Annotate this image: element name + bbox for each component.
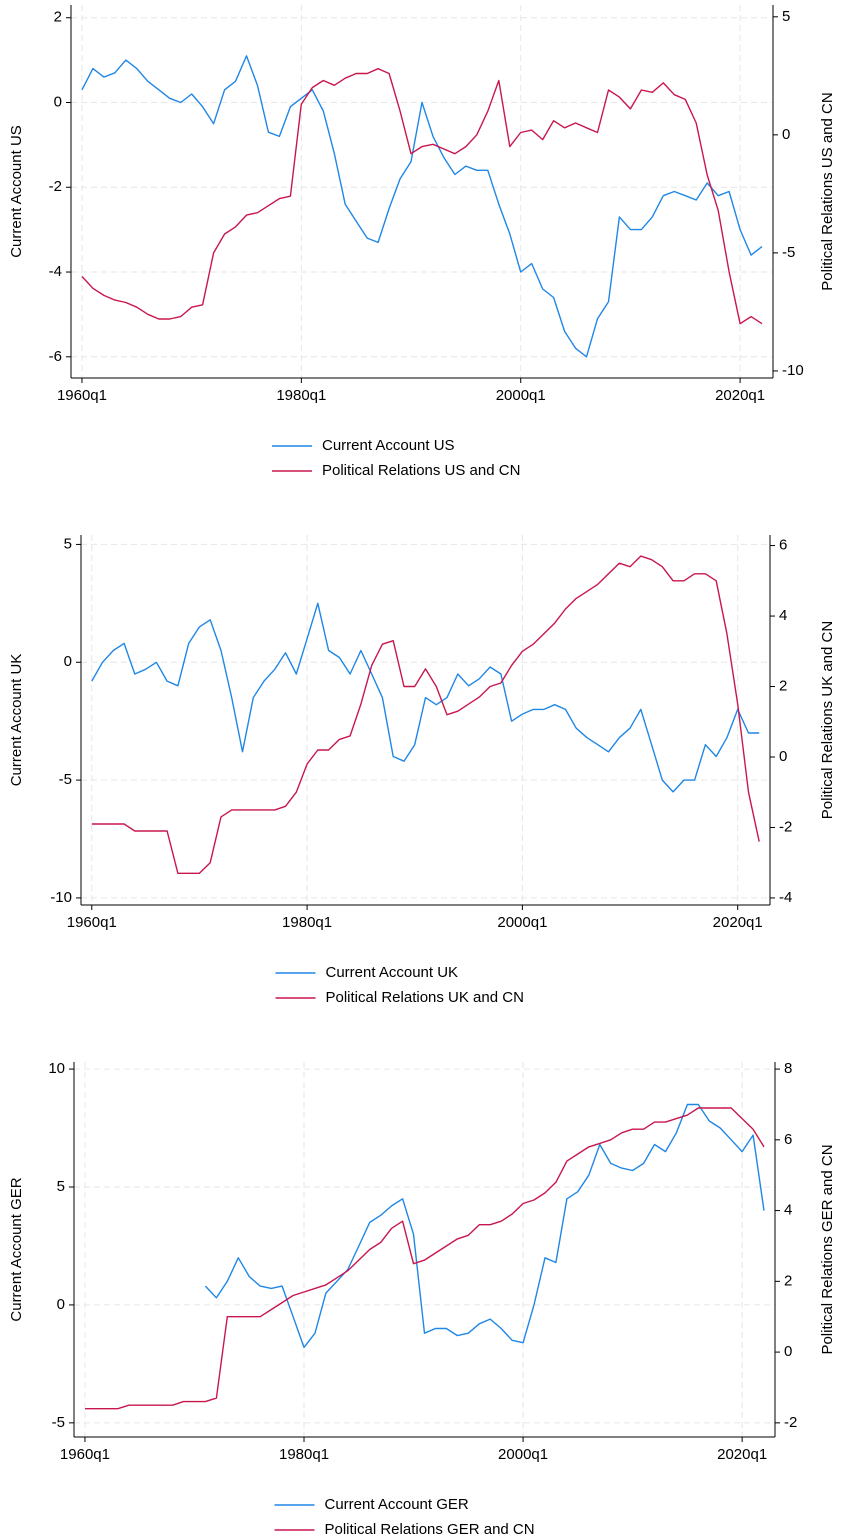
y2-axis-label: Political Relations GER and CN — [819, 1144, 836, 1354]
x-tick-label: 2020q1 — [715, 387, 765, 404]
y-tick-label: 0 — [64, 653, 72, 670]
y2-tick-label: 0 — [784, 1343, 792, 1360]
y-axis-label: Current Account GER — [8, 1177, 25, 1321]
x-tick-label: 1980q1 — [276, 387, 326, 404]
y-tick-label: 10 — [48, 1060, 65, 1077]
y2-tick-label: 4 — [779, 607, 787, 624]
y2-tick-label: 8 — [784, 1060, 792, 1077]
legend-label: Current Account UK — [326, 964, 459, 981]
y2-tick-label: 0 — [779, 748, 787, 765]
data-line — [85, 1107, 765, 1410]
y2-tick-label: 2 — [779, 677, 787, 694]
legend-label: Political Relations GER and CN — [325, 1521, 535, 1536]
y-tick-label: -10 — [50, 889, 72, 906]
y2-tick-label: -5 — [782, 244, 795, 261]
x-tick-label: 2000q1 — [497, 914, 547, 931]
y-tick-label: 0 — [54, 93, 62, 110]
y2-tick-label: 5 — [782, 8, 790, 25]
legend-label: Political Relations UK and CN — [326, 989, 524, 1006]
data-line — [91, 602, 760, 793]
y2-axis-label: Political Relations US and CN — [819, 92, 836, 290]
y-tick-label: -4 — [49, 263, 62, 280]
legend-label: Current Account US — [322, 437, 455, 454]
y-tick-label: 5 — [64, 535, 72, 552]
x-tick-label: 2020q1 — [717, 1446, 767, 1463]
data-line — [81, 68, 763, 325]
y2-tick-label: 2 — [784, 1272, 792, 1289]
x-tick-label: 1960q1 — [67, 914, 117, 931]
y2-tick-label: 6 — [784, 1131, 792, 1148]
y-axis-label: Current Account US — [8, 125, 25, 258]
y-tick-label: -5 — [59, 771, 72, 788]
data-line — [204, 1103, 765, 1349]
y2-tick-label: 0 — [782, 126, 790, 143]
data-line — [81, 55, 763, 358]
y-tick-label: -5 — [52, 1414, 65, 1431]
legend-label: Political Relations US and CN — [322, 462, 520, 479]
x-tick-label: 2020q1 — [713, 914, 763, 931]
x-tick-label: 1960q1 — [57, 387, 107, 404]
y-tick-label: 5 — [57, 1178, 65, 1195]
y2-tick-label: -2 — [784, 1414, 797, 1431]
y-tick-label: 0 — [57, 1296, 65, 1313]
y-tick-label: 2 — [54, 9, 62, 26]
x-tick-label: 2000q1 — [496, 387, 546, 404]
y2-tick-label: -4 — [779, 889, 792, 906]
legend-label: Current Account GER — [325, 1496, 469, 1513]
x-tick-label: 1980q1 — [282, 914, 332, 931]
x-tick-label: 1980q1 — [279, 1446, 329, 1463]
y2-axis-label: Political Relations UK and CN — [819, 621, 836, 819]
y-tick-label: -6 — [49, 348, 62, 365]
y2-tick-label: 4 — [784, 1202, 792, 1219]
y-tick-label: -2 — [49, 178, 62, 195]
x-tick-label: 2000q1 — [498, 1446, 548, 1463]
x-tick-label: 1960q1 — [60, 1446, 110, 1463]
y2-tick-label: 6 — [779, 537, 787, 554]
y-axis-label: Current Account UK — [8, 654, 25, 787]
data-line — [91, 555, 760, 874]
y2-tick-label: -10 — [782, 362, 804, 379]
y2-tick-label: -2 — [779, 818, 792, 835]
